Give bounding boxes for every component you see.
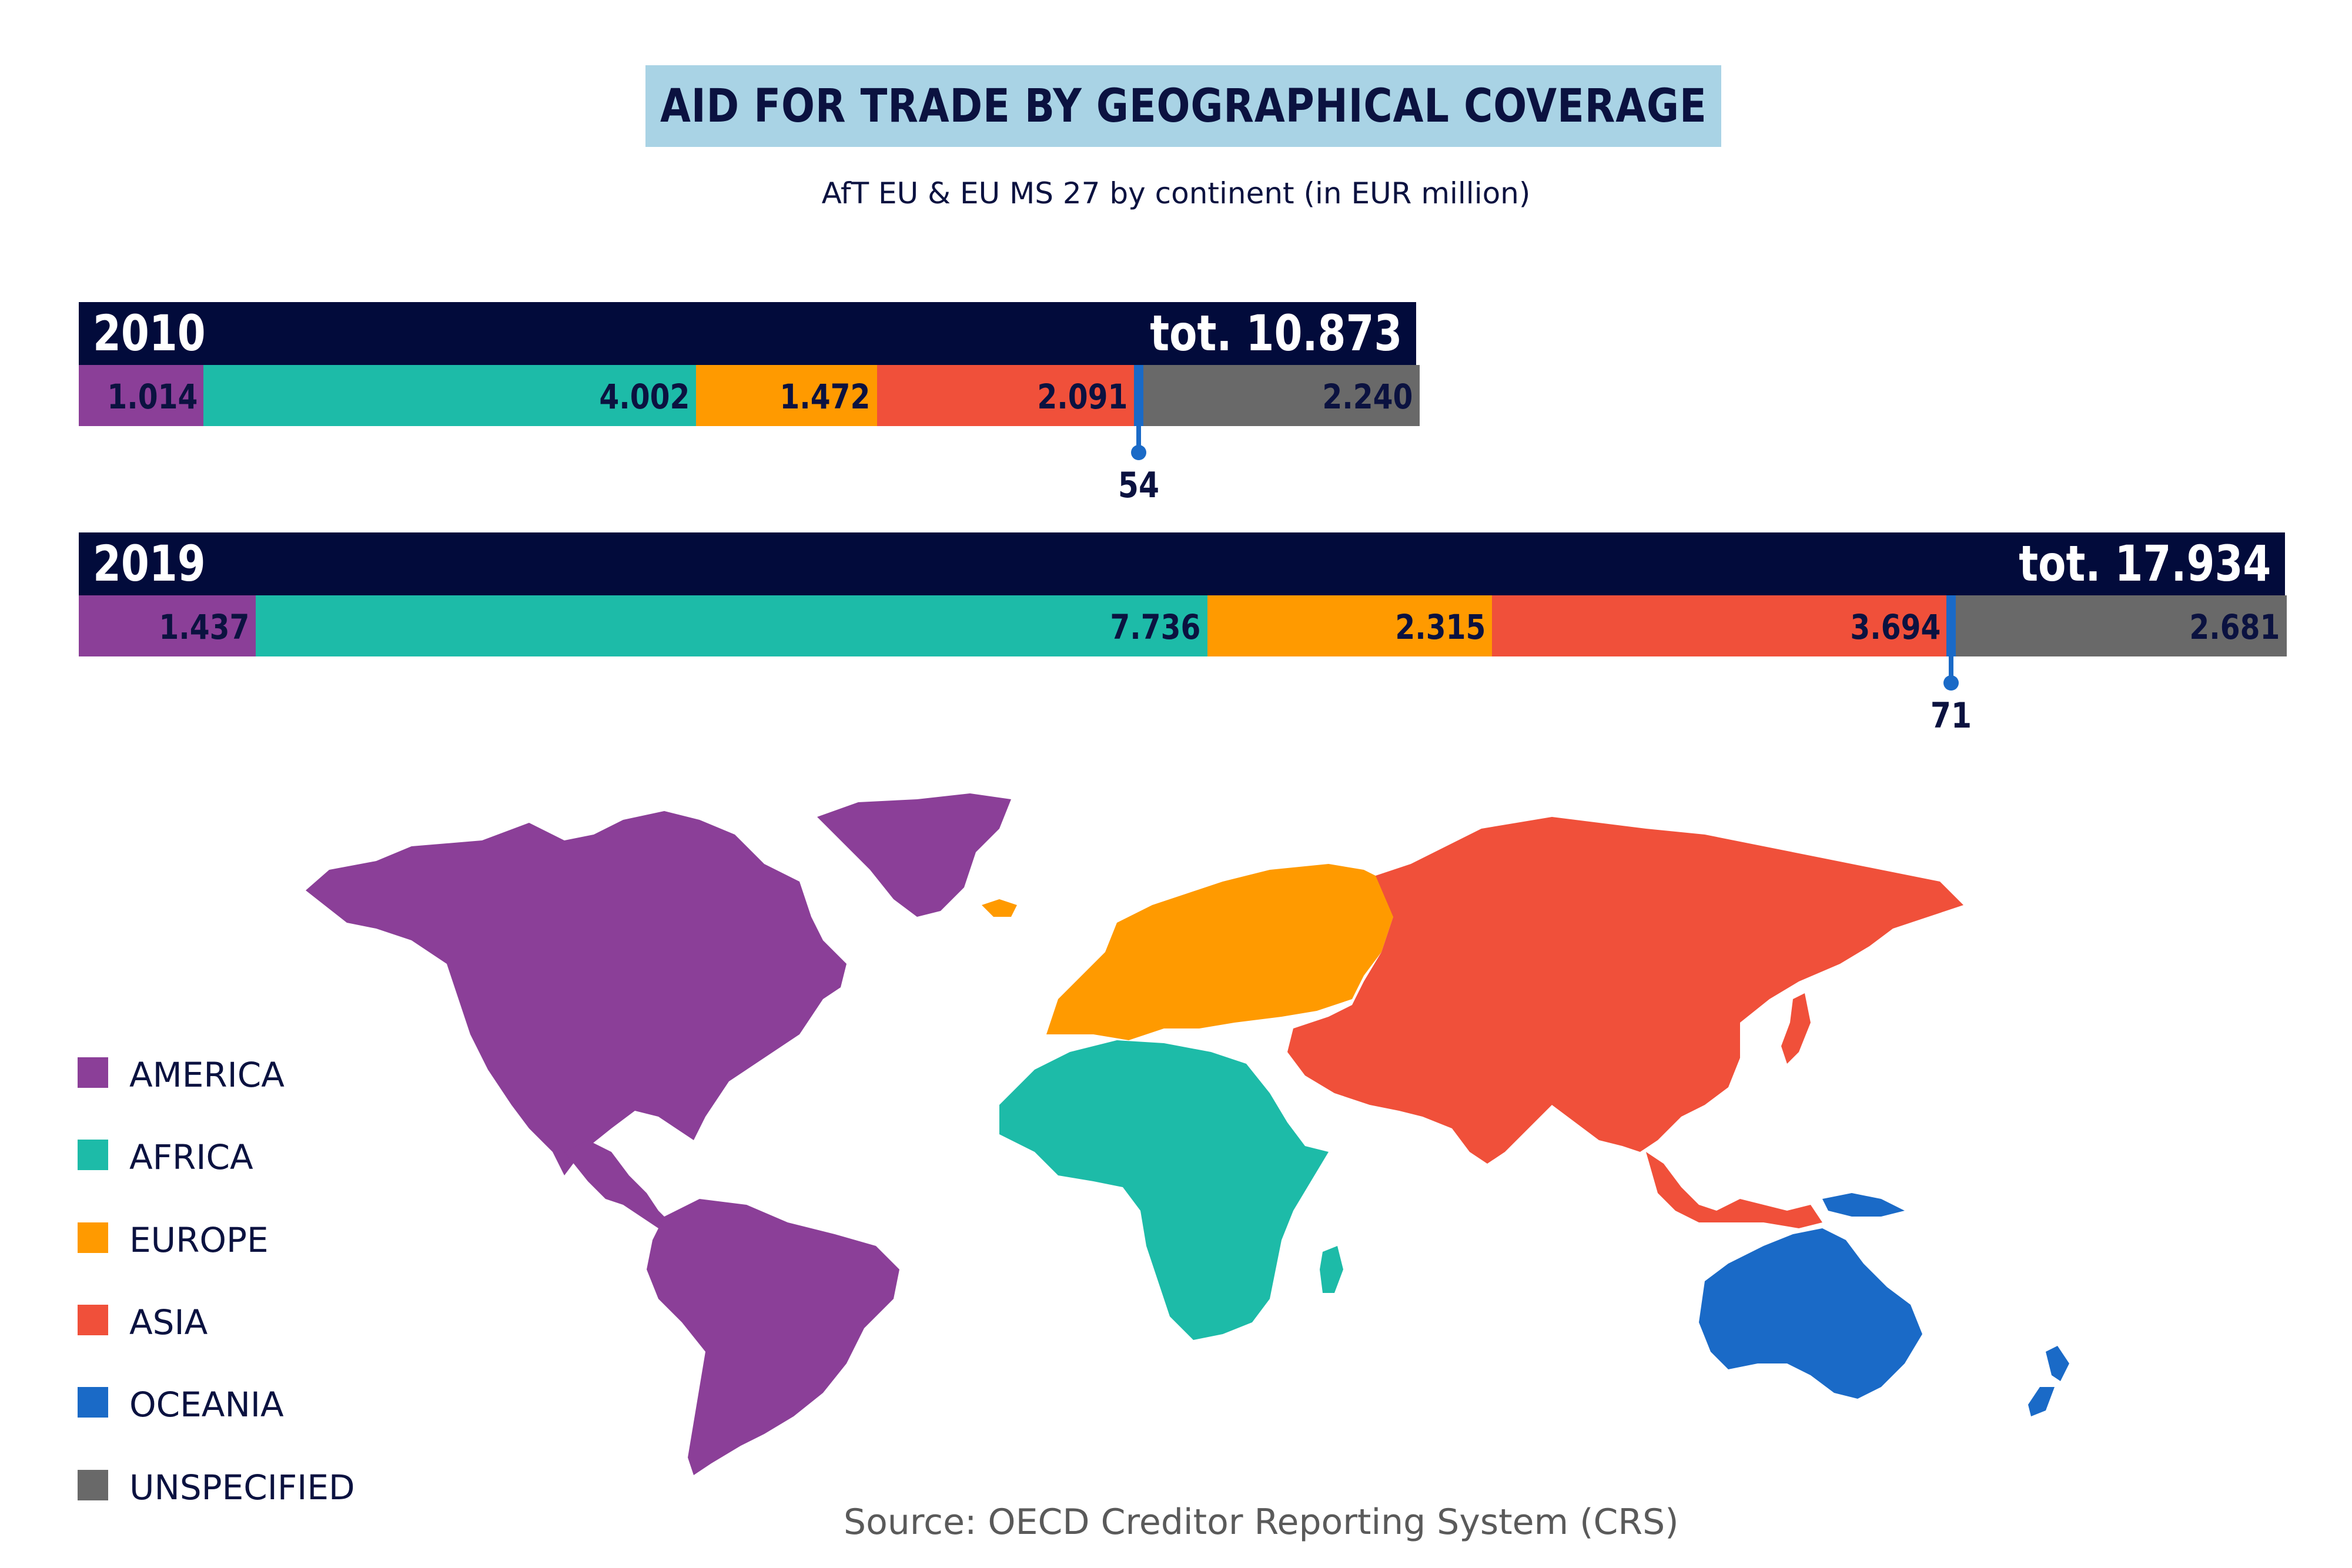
- bar-segment-oceania: [1134, 365, 1145, 426]
- map-southeast-asia: [1646, 1152, 1822, 1228]
- oceania-callout-label: 71: [1931, 695, 1972, 736]
- chart-subtitle: AfT EU & EU MS 27 by continent (in EUR m…: [821, 176, 1531, 210]
- map-central-america: [564, 1140, 670, 1228]
- bar-segment-oceania: [1946, 595, 1957, 656]
- segment-value-label: 1.472: [779, 377, 871, 417]
- legend-label-unspecified: UNSPECIFIED: [129, 1468, 355, 1507]
- bar-total-label: tot. 10.873: [1149, 304, 1402, 362]
- legend-swatch-oceania: [78, 1387, 108, 1418]
- legend-label-europe: EUROPE: [129, 1220, 269, 1260]
- title-box: AID FOR TRADE BY GEOGRAPHICAL COVERAGE: [645, 65, 1721, 147]
- bar-segment-america: 1.437: [79, 595, 256, 656]
- chart-title: AID FOR TRADE BY GEOGRAPHICAL COVERAGE: [660, 79, 1707, 133]
- legend-swatch-africa: [78, 1140, 108, 1170]
- legend-label-africa: AFRICA: [129, 1137, 253, 1177]
- legend-swatch-america: [78, 1057, 108, 1088]
- map-asia: [1287, 817, 1963, 1164]
- bar-year-label: 2010: [93, 304, 206, 362]
- segment-value-label: 2.315: [1395, 607, 1486, 647]
- map-madagascar: [1320, 1246, 1343, 1293]
- segment-value-label: 7.736: [1110, 607, 1201, 647]
- map-greenland: [817, 793, 1011, 917]
- bar-segment-asia: 2.091: [876, 365, 1135, 426]
- segment-row-2019: 1.437 7.736 2.315 3.694 2.681: [79, 595, 2287, 656]
- bar-segment-unspecified: 2.240: [1143, 365, 1420, 426]
- map-africa: [999, 1040, 1329, 1340]
- bar-segment-africa: 4.002: [203, 365, 697, 426]
- legend-label-america: AMERICA: [129, 1055, 285, 1095]
- map-europe: [1046, 864, 1393, 1040]
- segment-row-2010: 1.014 4.002 1.472 2.091 2.240: [79, 365, 1420, 426]
- bar-segment-unspecified: 2.681: [1956, 595, 2287, 656]
- legend-swatch-unspecified: [78, 1470, 108, 1500]
- bar-segment-africa: 7.736: [255, 595, 1208, 656]
- segment-value-label: 2.240: [1321, 377, 1413, 417]
- segment-value-label: 2.091: [1037, 377, 1128, 417]
- bar-header-2019: 2019 tot. 17.934: [79, 532, 2285, 595]
- segment-value-label: 2.681: [2189, 607, 2280, 647]
- segment-value-label: 1.437: [158, 607, 249, 647]
- bar-header-2010: 2010 tot. 10.873: [79, 302, 1416, 365]
- bar-segment-america: 1.014: [79, 365, 205, 426]
- segment-value-label: 1.014: [106, 377, 198, 417]
- legend-label-asia: ASIA: [129, 1302, 208, 1342]
- bar-segment-asia: 3.694: [1492, 595, 1948, 656]
- legend-label-oceania: OCEANIA: [129, 1385, 284, 1425]
- legend-swatch-europe: [78, 1222, 108, 1253]
- map-north-america: [306, 811, 847, 1175]
- segment-value-label: 3.694: [1849, 607, 1941, 647]
- map-south-america: [647, 1199, 899, 1475]
- map-new-zealand: [2028, 1346, 2069, 1416]
- bar-segment-europe: 1.472: [695, 365, 878, 426]
- oceania-callout-line: [1136, 426, 1142, 450]
- source-note: Source: OECD Creditor Reporting System (…: [844, 1502, 1679, 1543]
- oceania-callout-dot: [1943, 675, 1959, 691]
- map-papua: [1822, 1193, 1905, 1217]
- bar-total-label: tot. 17.934: [2018, 535, 2271, 592]
- map-australia: [1699, 1228, 1922, 1399]
- oceania-callout-label: 54: [1118, 465, 1160, 506]
- oceania-callout-dot: [1131, 445, 1147, 460]
- map-japan: [1781, 993, 1811, 1064]
- map-iceland: [982, 899, 1017, 917]
- oceania-callout-line: [1949, 656, 1954, 680]
- bar-year-label: 2019: [93, 535, 206, 592]
- segment-value-label: 4.002: [599, 377, 690, 417]
- legend-swatch-asia: [78, 1305, 108, 1335]
- bar-segment-europe: 2.315: [1207, 595, 1493, 656]
